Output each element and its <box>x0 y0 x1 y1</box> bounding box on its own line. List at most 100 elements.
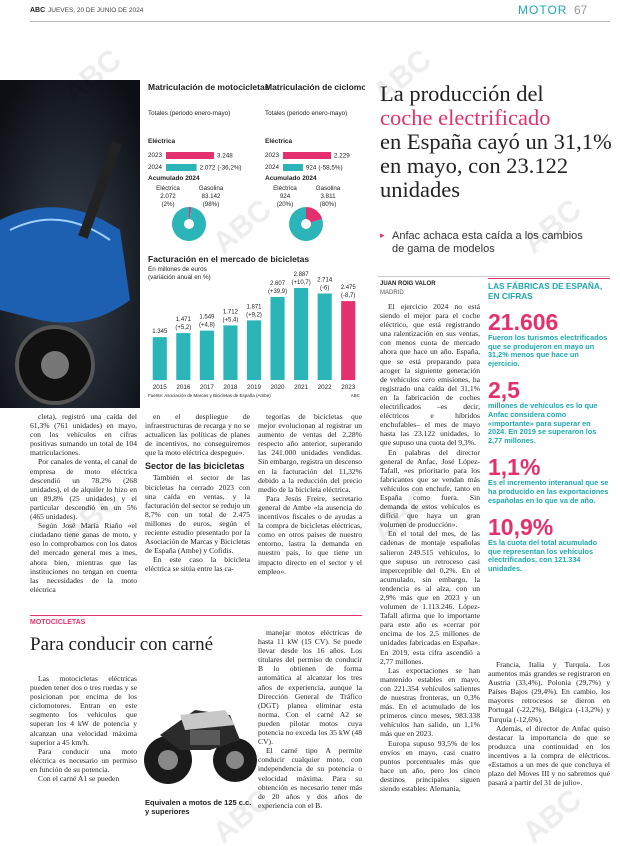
motorcycle-photo <box>144 710 257 784</box>
value-label: 924 (-58,5%) <box>306 165 343 172</box>
value-label: 1.471 <box>176 317 192 323</box>
paragraph: cleta), registró una caída del 61,3% (76… <box>30 412 137 458</box>
paragraph: Las exportaciones se han mantenido estab… <box>380 665 480 739</box>
bar <box>223 325 238 380</box>
chart-subtitle: Totales (periodo enero-mayo) <box>148 110 230 117</box>
category-label: 2023 <box>148 152 163 159</box>
value-label: 1.549 <box>199 315 215 321</box>
change-label: (+10,7) <box>292 280 311 286</box>
value-label: 2.475 <box>341 285 357 291</box>
byline: JUAN ROIG VALOR <box>380 281 436 287</box>
slice-units: 83.142 <box>202 193 221 200</box>
stat-block: 2,5 millones de vehículos es lo que Anfac… <box>488 378 610 445</box>
x-tick-label: 2023 <box>341 384 356 391</box>
value: 924 <box>306 165 317 172</box>
sidebar: 21.606 Fueron los turismos electrificados… <box>488 310 610 584</box>
subhead: Sector de las bicicletas <box>145 461 245 472</box>
x-tick-label: 2020 <box>271 384 286 391</box>
slice-pct: (2%) <box>161 201 174 208</box>
paragraph: También el sector de las bicicletas ha c… <box>145 473 250 556</box>
value: 2.229 <box>334 153 350 160</box>
change-label: (+9,2) <box>246 312 262 318</box>
paragraph: Las motocicletas eléctricas pueden tener… <box>30 674 137 747</box>
chart-subtitle: (variación anual en %) <box>148 274 211 281</box>
x-tick-label: 2016 <box>176 384 191 391</box>
paragraph: Europa supuso 93,5% de los envíos en may… <box>380 738 480 793</box>
slice-name: Eléctrica <box>273 185 297 192</box>
paragraph: Para Jesús Freire, secretario general de… <box>258 493 362 576</box>
stat-figure: 10,9% <box>488 514 554 541</box>
x-tick-label: 2019 <box>247 384 262 391</box>
slice-name: Eléctrica <box>156 185 180 192</box>
rule <box>30 615 362 616</box>
slice-name: Gasolina <box>316 185 341 192</box>
category-label: 2024 <box>265 164 280 171</box>
stat-text: Fueron los turismos electrificados que s… <box>488 333 608 368</box>
chart-subtitle: En millones de euros <box>148 266 207 273</box>
paragraph: Francia, Italia y Turquía. Los aumentos … <box>488 660 610 724</box>
stat-figure: 2,5 <box>488 377 520 404</box>
chart-title: Matriculación de ciclomotores <box>265 82 365 92</box>
stat-block: 21.606 Fueron los turismos electrificados… <box>488 310 610 368</box>
bar <box>283 152 331 159</box>
series-label: Eléctrica <box>148 138 175 145</box>
value-label: 2.714 <box>317 278 333 284</box>
paragraph: Para conducir una moto eléctrica es nece… <box>30 746 137 774</box>
paragraph: Por canales de venta, el canal de empres… <box>30 457 137 522</box>
slice-pct: (80%) <box>320 201 337 208</box>
article-column: El ejercicio 2024 no está siendo el mejo… <box>380 302 480 846</box>
chart-subtitle: Totales (periodo enero-mayo) <box>265 110 347 117</box>
bar <box>270 296 285 380</box>
chart-title: Matriculación de motocicletas <box>148 82 270 92</box>
category-label: 2024 <box>148 164 163 171</box>
value-label: 2.607 <box>270 281 286 287</box>
series-label: Eléctrica <box>265 138 292 145</box>
bar <box>166 152 214 159</box>
story-column: en el despliegue de infraestructuras de … <box>145 412 250 598</box>
date: JUEVES, 20 DE JUNIO DE 2024 <box>48 7 144 14</box>
sidebar-title: LAS FÁBRICAS DE ESPAÑA, EN CIFRAS <box>488 281 603 301</box>
story-column: tegorías de bicicletas que mejor evoluci… <box>258 412 362 598</box>
category-label: 2023 <box>265 152 280 159</box>
value-label: 3.248 <box>217 153 233 160</box>
deck-bullet: ▸ <box>380 230 385 240</box>
place: MADRID <box>380 290 404 296</box>
pie-slice <box>306 207 323 224</box>
change-label: (+5,4) <box>223 317 239 323</box>
slice-units: 2.072 <box>160 193 176 200</box>
headline-highlight: coche electrificado <box>380 105 551 130</box>
stat-block: 10,9% Es la cuota del total acumulado que… <box>488 515 610 573</box>
rule <box>378 276 610 277</box>
story-column: Las motocicletas eléctricas pueden tener… <box>30 674 137 846</box>
chart-title: Acumulado 2024 <box>265 175 317 182</box>
credit: ABC <box>351 393 361 398</box>
bar <box>294 288 309 380</box>
stat-text: Es el incremento interanual que se ha pr… <box>488 478 609 505</box>
paragraph: El carné tipo A permite conducir cualqui… <box>258 746 362 810</box>
story-column: manejar motos eléctricas de hasta 11 kW … <box>258 628 362 846</box>
chart-title: Facturación en el mercado de bicicletas <box>148 254 309 264</box>
headline: La producción del coche electrificado en… <box>380 82 612 202</box>
x-tick-label: 2022 <box>318 384 333 391</box>
paragraph: En el total del mes, de las cadenas de m… <box>380 529 480 666</box>
stat-text: millones de vehículos es lo que Anfac co… <box>488 401 598 445</box>
pie-hole <box>184 219 194 229</box>
headline-part: La producción del <box>380 81 544 106</box>
brand: ABC <box>30 7 46 14</box>
change: (-58,5%) <box>318 165 342 172</box>
headline-part: en España cayó un 31,1% en mayo, con 23.… <box>380 129 612 202</box>
paragraph: Además, el director de Anfac quiso desta… <box>488 723 610 788</box>
slice-pct: (20%) <box>277 201 294 208</box>
headline: Para conducir con carné <box>30 634 214 655</box>
rule <box>30 21 610 22</box>
page-number: 67 <box>574 3 588 17</box>
bar <box>283 164 303 171</box>
value-label: 1.712 <box>223 309 239 315</box>
bar <box>199 330 214 380</box>
slice-units: 924 <box>280 193 291 200</box>
stat-figure: 21.606 <box>488 309 559 335</box>
paragraph: Con el carné A1 se pueden <box>38 774 120 784</box>
section-label: MOTOCICLETAS <box>30 619 86 626</box>
infographic: Matriculación de motocicletas Totales (pe… <box>148 82 365 398</box>
